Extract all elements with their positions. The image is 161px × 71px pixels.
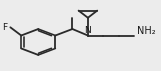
Text: N: N: [85, 26, 91, 35]
Text: F: F: [2, 23, 7, 32]
Text: NH₂: NH₂: [137, 26, 155, 36]
